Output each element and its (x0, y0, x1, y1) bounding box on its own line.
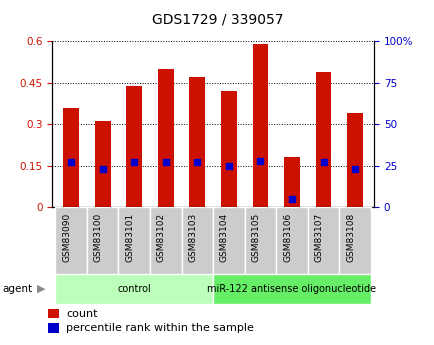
Bar (315, 72, 331, 207)
Point (131, 159, 138, 165)
Bar (181, 207, 213, 274)
Point (225, 163, 232, 168)
Bar (189, 77, 205, 207)
Bar (252, 44, 268, 207)
Bar (48, 323, 59, 333)
Bar (126, 86, 142, 207)
Text: GSM83090: GSM83090 (62, 213, 71, 262)
Bar (118, 207, 150, 274)
Bar (213, 207, 244, 274)
Bar (339, 207, 370, 274)
Text: agent: agent (2, 284, 32, 294)
Text: ▶: ▶ (37, 284, 46, 294)
Text: miR-122 antisense oligonucleotide: miR-122 antisense oligonucleotide (207, 284, 376, 294)
Bar (220, 91, 236, 207)
Text: GSM83105: GSM83105 (251, 213, 260, 262)
Bar (55, 274, 213, 304)
Text: GSM83107: GSM83107 (314, 213, 323, 262)
Text: GSM83101: GSM83101 (125, 213, 134, 262)
Text: count: count (66, 309, 97, 319)
Bar (276, 207, 307, 274)
Text: GSM83104: GSM83104 (220, 213, 228, 262)
Bar (213, 274, 370, 304)
Point (99, 166, 106, 172)
Bar (55, 207, 87, 274)
Text: control: control (117, 284, 151, 294)
Point (319, 159, 326, 165)
Text: GSM83108: GSM83108 (345, 213, 354, 262)
Point (68, 159, 75, 165)
Bar (87, 207, 118, 274)
Text: GSM83106: GSM83106 (283, 213, 291, 262)
Bar (63, 108, 79, 207)
Point (288, 196, 295, 201)
Point (256, 158, 263, 164)
Bar (346, 113, 362, 207)
Bar (95, 121, 110, 207)
Bar (244, 207, 276, 274)
Point (194, 159, 201, 165)
Text: GSM83103: GSM83103 (188, 213, 197, 262)
Text: GDS1729 / 339057: GDS1729 / 339057 (151, 12, 283, 26)
Bar (158, 69, 173, 207)
Text: GSM83100: GSM83100 (93, 213, 102, 262)
Text: percentile rank within the sample: percentile rank within the sample (66, 323, 253, 333)
Point (162, 159, 169, 165)
Point (351, 166, 358, 172)
Bar (150, 207, 181, 274)
Bar (283, 157, 299, 207)
Bar (307, 207, 339, 274)
Text: GSM83102: GSM83102 (156, 213, 165, 262)
Bar (48, 309, 59, 318)
